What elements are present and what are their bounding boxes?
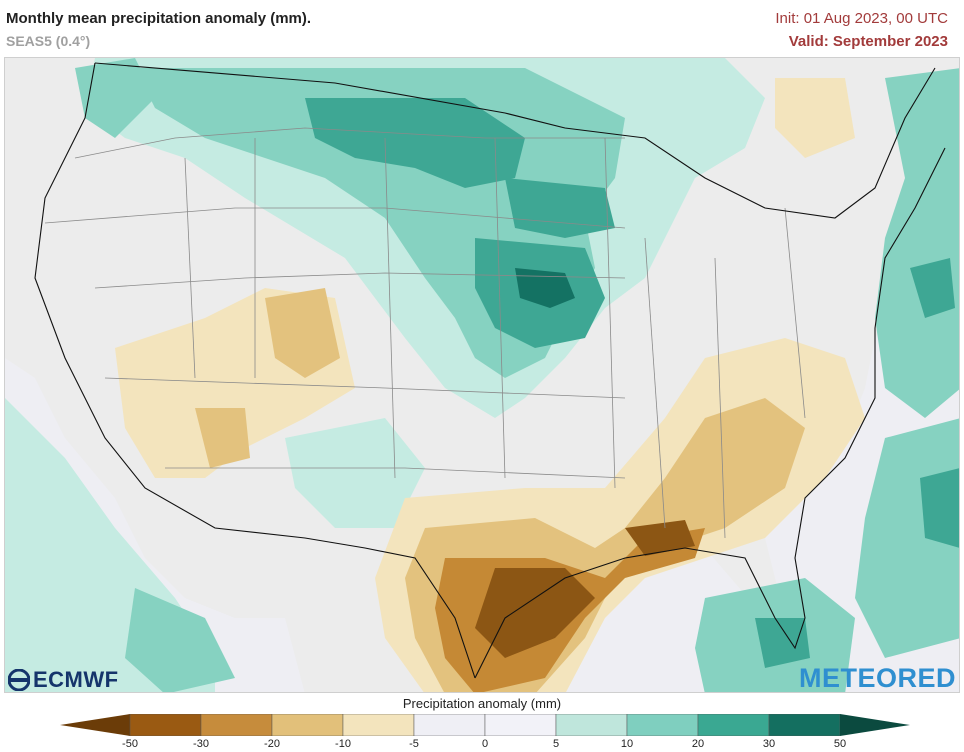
wet-region-florida-core: [755, 618, 810, 668]
legend-tick-label: 0: [481, 738, 489, 750]
dry-region-colorado: [265, 288, 340, 378]
legend-tick-label: -50: [122, 738, 138, 750]
legend-color-bin: [697, 714, 770, 736]
legend-color-bin: [129, 714, 202, 736]
dry-region-great-lakes: [775, 78, 855, 158]
wet-region-pacific-northwest: [75, 58, 155, 138]
legend-color-bin: [413, 714, 486, 736]
legend-tick-label: 10: [620, 738, 634, 750]
model-label: SEAS5 (0.4°): [6, 33, 91, 49]
legend-tick-label: 50: [833, 738, 847, 750]
legend-tick-label: -10: [335, 738, 351, 750]
legend-title: Precipitation anomaly (mm): [402, 696, 562, 711]
legend-color-bin: [200, 714, 273, 736]
legend-tick-label: -5: [409, 738, 419, 750]
legend-color-bin: [342, 714, 415, 736]
map-canvas: [5, 58, 959, 692]
legend-color-bin: [484, 714, 557, 736]
wet-region-midwest-core: [305, 98, 525, 188]
legend-color-bin: [768, 714, 841, 736]
legend-max-arrow: [840, 714, 910, 736]
wet-region-pacific-core: [125, 588, 235, 692]
wet-region-northeast: [875, 68, 959, 418]
map-title: Monthly mean precipitation anomaly (mm).: [6, 10, 312, 27]
ecmwf-logo: ECMWF: [8, 667, 119, 693]
dry-region-texas-core: [475, 568, 595, 658]
wet-region-atlantic-south-core: [920, 468, 959, 548]
wet-region-minnesota: [505, 178, 615, 238]
legend-color-bin: [555, 714, 628, 736]
ecmwf-logo-text: ECMWF: [33, 667, 119, 692]
legend-color-bin: [626, 714, 699, 736]
meteored-logo: METEORED: [798, 663, 956, 693]
dry-region-nevada: [195, 408, 250, 468]
legend-tick-label: 5: [552, 738, 560, 750]
wet-region-iowa-core: [515, 268, 575, 308]
legend-min-arrow: [60, 714, 130, 736]
wet-region-atlantic-core: [910, 258, 955, 318]
valid-period: Valid: September 2023: [788, 33, 948, 50]
color-legend-bar: [60, 714, 910, 736]
precipitation-anomaly-map: [4, 57, 960, 693]
legend-color-bin: [271, 714, 344, 736]
coastlines: [34, 62, 946, 679]
legend-tick-label: 30: [762, 738, 776, 750]
state-borders: [44, 127, 806, 539]
dry-region-louisiana-core: [625, 520, 695, 556]
legend-tick-label: -30: [193, 738, 209, 750]
ecmwf-emblem-icon: [8, 669, 30, 691]
legend-tick-label: 20: [691, 738, 705, 750]
legend-tick-label: -20: [264, 738, 280, 750]
wet-region-southwest: [285, 418, 425, 528]
init-time: Init: 01 Aug 2023, 00 UTC: [775, 10, 948, 27]
